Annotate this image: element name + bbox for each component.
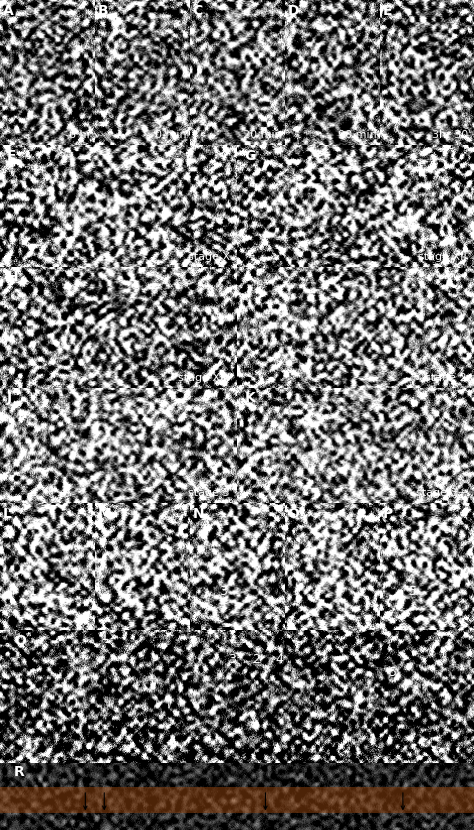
Text: 3: 3 xyxy=(219,585,227,598)
Bar xyxy=(0,787,474,813)
Text: stage XII: stage XII xyxy=(418,251,467,261)
Text: L: L xyxy=(3,506,12,520)
Text: stage 3: stage 3 xyxy=(188,488,230,498)
Text: 3: 3 xyxy=(228,653,236,666)
Text: 1: 1 xyxy=(29,585,37,598)
Text: I: I xyxy=(244,271,249,284)
Text: H: H xyxy=(7,271,19,284)
Text: 5: 5 xyxy=(409,585,417,598)
Text: D: D xyxy=(288,4,299,18)
Text: M: M xyxy=(98,506,111,520)
Text: R: R xyxy=(14,765,25,779)
Text: A: A xyxy=(3,4,14,18)
Text: N: N xyxy=(192,506,204,520)
Text: 5: 5 xyxy=(390,666,397,679)
Text: C: C xyxy=(192,4,203,18)
Text: K: K xyxy=(244,391,255,405)
Text: stage XIII: stage XIII xyxy=(178,373,230,383)
Text: 2: 2 xyxy=(124,585,132,598)
Text: F: F xyxy=(7,149,17,163)
Text: 4: 4 xyxy=(314,585,322,598)
Text: P: P xyxy=(383,506,392,520)
Text: 2: 2 xyxy=(252,653,260,666)
Text: stage X: stage X xyxy=(188,251,230,261)
Text: 20 min: 20 min xyxy=(243,129,282,139)
Text: 1: 1 xyxy=(100,630,108,643)
Text: 90 min: 90 min xyxy=(337,129,376,139)
Text: 4: 4 xyxy=(276,653,283,666)
Text: 3hr 30': 3hr 30' xyxy=(432,129,471,139)
Text: 0 min: 0 min xyxy=(155,129,186,139)
Text: -6 hr: -6 hr xyxy=(65,129,91,139)
Text: stage 3+: stage 3+ xyxy=(416,488,467,498)
Text: B: B xyxy=(98,4,109,18)
Text: G: G xyxy=(244,149,255,163)
Text: O: O xyxy=(288,506,300,520)
Text: Q: Q xyxy=(14,634,26,648)
Text: J: J xyxy=(7,391,12,405)
Text: stage 2: stage 2 xyxy=(425,373,467,383)
Text: E: E xyxy=(383,4,392,18)
